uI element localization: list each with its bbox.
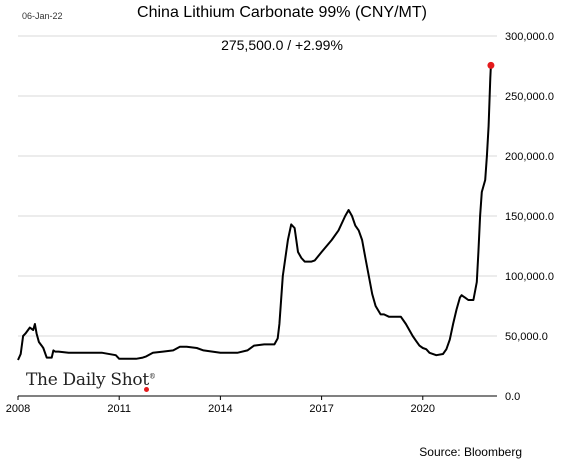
y-tick-label: 250,000.0	[505, 91, 554, 103]
logo-dot-icon	[144, 387, 149, 392]
x-tick-label: 2017	[309, 403, 333, 415]
last-point-marker	[487, 61, 495, 69]
daily-shot-logo: The Daily Shot®	[26, 370, 156, 390]
logo-registered-mark: ®	[148, 372, 156, 381]
y-tick-label: 100,000.0	[505, 271, 554, 283]
report-date: 06-Jan-22	[22, 11, 63, 21]
gridlines	[18, 35, 497, 337]
x-tick-label: 2014	[208, 403, 232, 415]
x-tick-label: 2020	[411, 403, 435, 415]
source-note: Source: Bloomberg	[419, 445, 522, 459]
y-tick-label: 300,000.0	[505, 31, 554, 43]
price-line	[17, 65, 492, 361]
logo-text: The Daily Shot	[26, 370, 149, 390]
y-tick-label: 0.0	[505, 391, 520, 403]
x-tick-label: 2011	[107, 403, 131, 415]
y-tick-label: 50,000.0	[505, 331, 548, 343]
series-layer	[17, 61, 495, 361]
y-tick-label: 200,000.0	[505, 151, 554, 163]
x-tick-label: 2008	[6, 403, 30, 415]
chart-title: China Lithium Carbonate 99% (CNY/MT)	[137, 4, 427, 21]
axes: 0.0 50,000.0 100,000.0 150,000.0 200,000.0 25…	[6, 31, 554, 415]
last-value-readout: 275,500.0 / +2.99%	[221, 37, 343, 53]
y-tick-label: 150,000.0	[505, 211, 554, 223]
